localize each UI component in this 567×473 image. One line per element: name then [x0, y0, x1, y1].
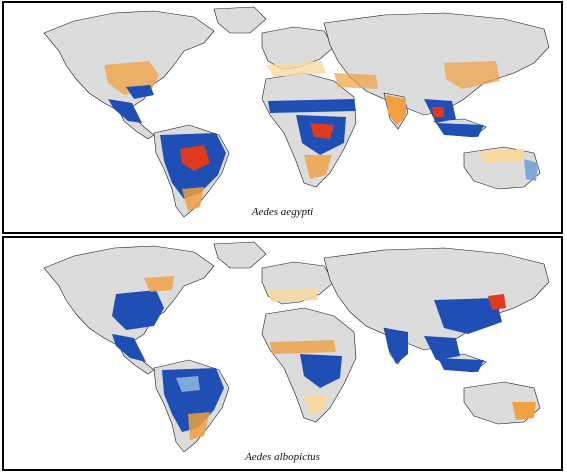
- india-high-suitability: [384, 328, 408, 364]
- us-northeast-fringe: [144, 276, 174, 292]
- china-fringe: [444, 61, 500, 89]
- korea-japan-hotspot: [488, 294, 506, 310]
- greenland-landmass: [213, 241, 267, 269]
- europe-fringe: [266, 288, 318, 302]
- middle-east-fringe: [334, 73, 378, 89]
- southern-brazil-fringe: [188, 412, 210, 440]
- sahel-band-suitability: [268, 99, 356, 113]
- northern-australia-suitability: [478, 149, 524, 163]
- southern-brazil-suitability: [182, 187, 204, 211]
- west-africa-fringe: [270, 340, 336, 354]
- indochina-hotspot: [432, 107, 444, 117]
- gulf-coast-high-suitability: [126, 85, 154, 99]
- east-asia-high-suitability: [434, 298, 502, 334]
- eastern-australia-suitability: [524, 159, 538, 181]
- aegypti-suitability-overlay: [104, 61, 538, 211]
- mediterranean-fringe: [266, 61, 326, 77]
- mexico-suitability: [108, 99, 142, 123]
- southern-africa-fringe: [304, 396, 328, 414]
- aedes-aegypti-world-map: [43, 6, 550, 218]
- indonesia-suitability: [436, 123, 484, 137]
- aedes-albopictus-map-panel: Aedes albopictus: [2, 236, 563, 471]
- north-america-landmass: [43, 10, 215, 112]
- eastern-australia-fringe: [512, 402, 536, 420]
- amazon-light-core: [176, 376, 200, 392]
- southeast-asia-suitability: [424, 336, 460, 360]
- eastern-us-high-suitability: [112, 290, 164, 330]
- indonesia-suitability: [438, 358, 484, 372]
- mexico-central-america-suitability: [112, 334, 146, 362]
- amazon-core-hotspot: [180, 145, 210, 171]
- aedes-albopictus-world-map: [43, 241, 550, 453]
- central-africa-hotspot: [310, 123, 334, 139]
- greenland-landmass: [213, 6, 267, 34]
- central-africa-suitability: [300, 354, 342, 388]
- india-suitability: [386, 95, 406, 125]
- aedes-aegypti-caption: Aedes aegypti: [251, 206, 314, 218]
- aedes-aegypti-map-panel: Aedes aegypti: [2, 1, 563, 234]
- europe-landmass: [261, 26, 335, 70]
- asia-landmass: [323, 247, 550, 351]
- aedes-albopictus-caption: Aedes albopictus: [245, 451, 320, 463]
- southern-africa-fringe: [304, 155, 332, 179]
- albopictus-suitability-overlay: [112, 276, 536, 440]
- asia-landmass: [323, 12, 550, 116]
